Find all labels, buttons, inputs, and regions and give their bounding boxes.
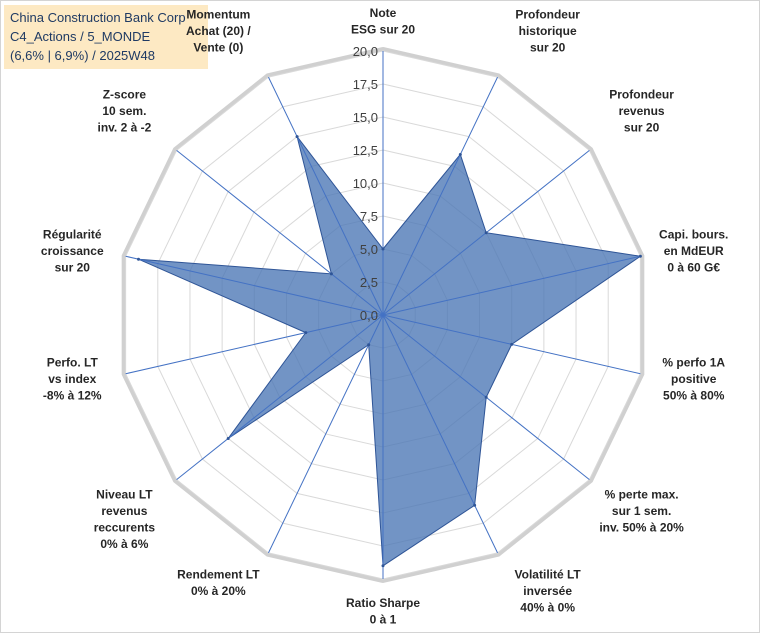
radar-spoke (176, 314, 384, 480)
info-box: China Construction Bank Corp C4_Actions … (4, 5, 208, 69)
radar-data-point (381, 247, 385, 251)
radar-axis-label: Régularité croissance sur 20 (41, 227, 104, 274)
radar-axis-label: % perte max. sur 1 sem. inv. 50% à 20% (599, 488, 684, 535)
radar-spoke (382, 255, 641, 316)
radar-data-point (510, 342, 514, 346)
radar-tick-label: 10,0 (353, 176, 378, 191)
radar-spoke (268, 76, 384, 316)
radar-spoke (176, 150, 384, 316)
radar-tick-label: 12,5 (353, 143, 378, 158)
radar-spoke (125, 314, 384, 375)
radar-data-point (304, 331, 308, 335)
radar-spoke (125, 255, 384, 316)
radar-outer-ring (121, 46, 645, 584)
radar-axis-label: Profondeur historique sur 20 (515, 8, 580, 55)
radar-data-point (226, 436, 230, 440)
radar-axis-label: Ratio Sharpe 0 à 1 (346, 596, 420, 627)
radar-data-point (295, 135, 299, 139)
info-line-category: C4_Actions / 5_MONDE (10, 29, 151, 44)
radar-axis-label: Note ESG sur 20 (351, 6, 415, 37)
radar-axis-label: Momentum Achat (20) / Vente (0) (186, 8, 251, 55)
radar-tick-label: 2,5 (360, 275, 378, 290)
radar-axis-label: Rendement LT 0% à 20% (177, 567, 260, 598)
radar-tick-label: 5,0 (360, 242, 378, 257)
radar-axis-label: Profondeur revenus sur 20 (609, 87, 674, 134)
info-line-period: (6,6% | 6,9%) / 2025W48 (10, 48, 156, 63)
radar-axis-label: Niveau LT revenus reccurents 0% à 6% (94, 488, 156, 552)
radar-axis-label: % perfo 1A positive 50% à 80% (662, 356, 725, 403)
radar-tick-label: 17,5 (353, 77, 378, 92)
radar-tick-label: 7,5 (360, 209, 378, 224)
radar-data-point (367, 343, 371, 347)
radar-data-point (473, 503, 477, 507)
radar-axis-label: Capi. bours. en MdEUR 0 à 60 G€ (659, 227, 728, 274)
radar-spoke (268, 314, 384, 554)
radar-tick-label: 0,0 (360, 308, 378, 323)
radar-axis-label: Volatilité LT inversée 40% à 0% (515, 567, 582, 614)
radar-data-point (136, 257, 140, 261)
radar-tick-label: 15,0 (353, 110, 378, 125)
radar-spoke (382, 76, 498, 316)
radar-axis-label: Z-score 10 sem. inv. 2 à -2 (97, 87, 151, 134)
radar-data-point (484, 395, 488, 399)
radar-data-point (458, 152, 462, 156)
info-line-company: China Construction Bank Corp (10, 10, 186, 25)
radar-axis-label: Perfo. LT vs index -8% à 12% (43, 356, 102, 403)
radar-data-point (381, 564, 385, 568)
radar-data-point (638, 254, 642, 258)
radar-tick-label: 20,0 (353, 44, 378, 59)
radar-spoke (382, 314, 498, 554)
radar-data-point (329, 272, 333, 276)
radar-data-point (484, 231, 488, 235)
